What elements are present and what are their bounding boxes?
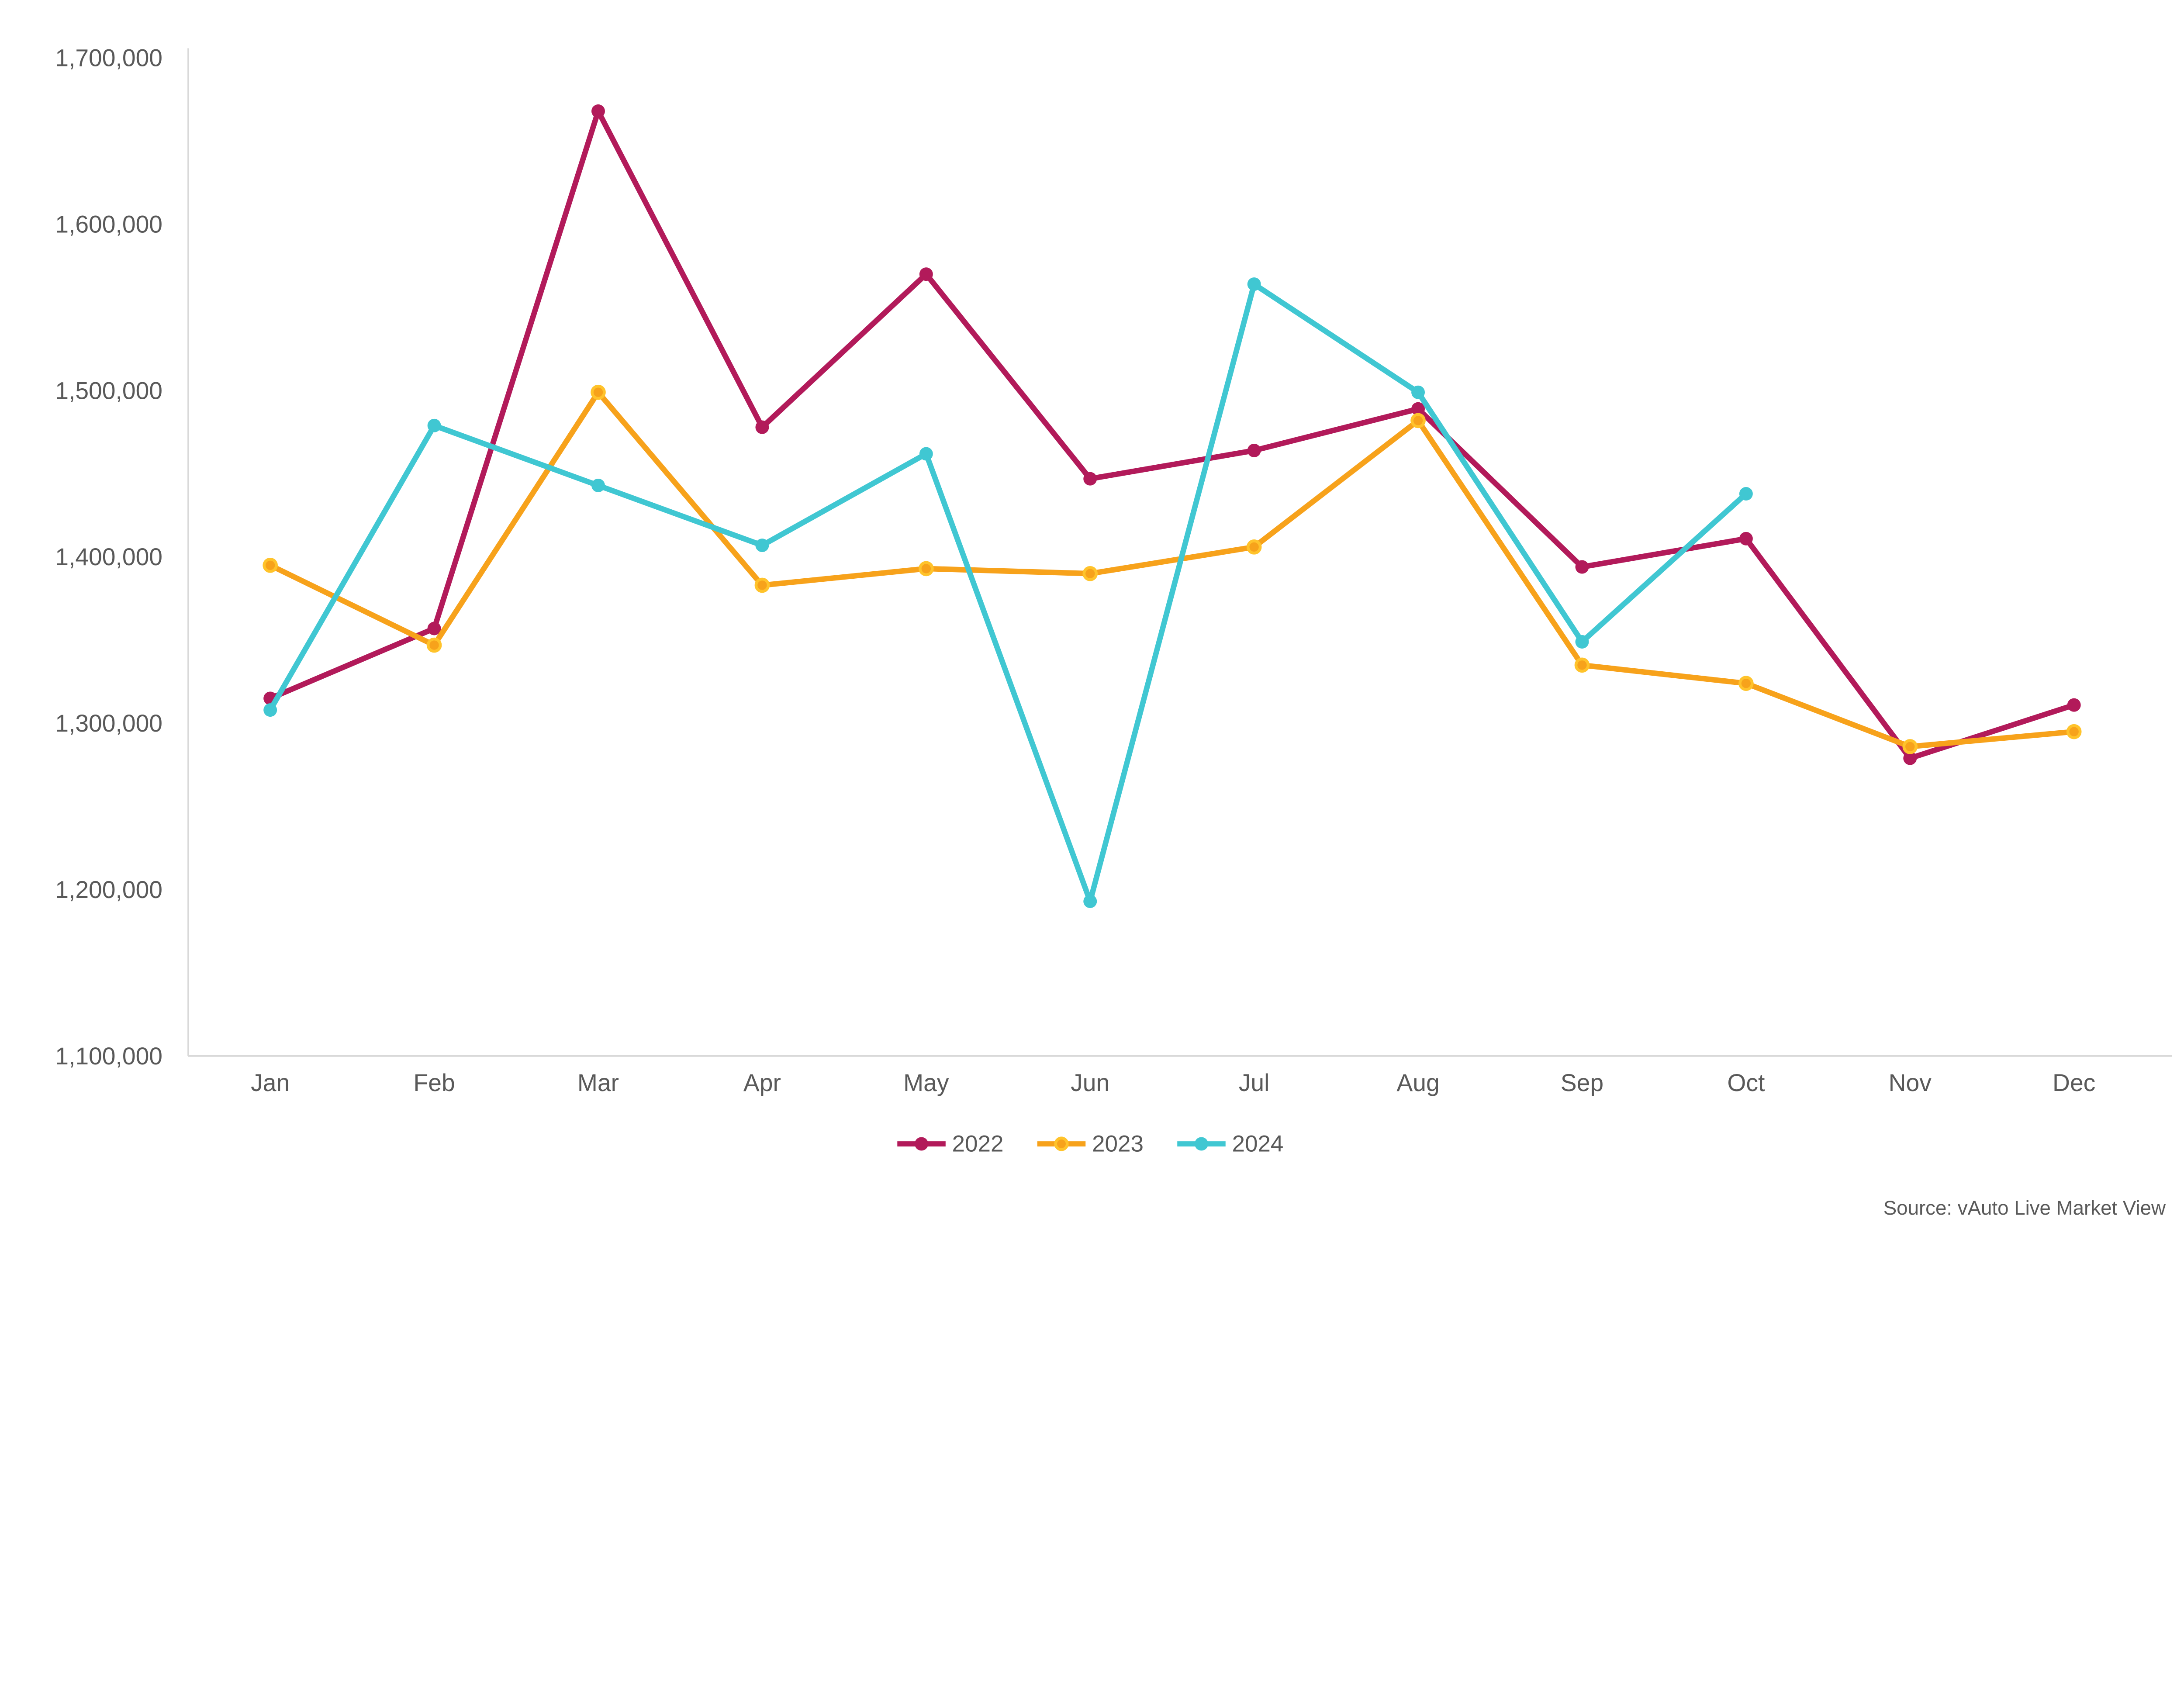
data-point-2023	[1246, 539, 1262, 555]
data-point-2024	[263, 703, 277, 717]
y-tick-label: 1,400,000	[55, 543, 162, 570]
data-point-2023	[426, 637, 442, 653]
x-tick-label: Mar	[577, 1069, 619, 1096]
data-point-2022	[591, 104, 605, 118]
x-tick-label: Jun	[1071, 1069, 1109, 1096]
data-point-2023	[263, 557, 278, 573]
monthly-inventory-line-chart: 1,100,000 1,200,000 1,300,000 1,400,000 1,50…	[55, 44, 2172, 1219]
legend-label: 2023	[1092, 1131, 1144, 1157]
data-point-2022	[1739, 532, 1753, 546]
x-tick-label: Dec	[2053, 1069, 2095, 1096]
x-tick-label: Feb	[413, 1069, 455, 1096]
data-point-2022	[427, 622, 441, 635]
data-point-2023	[591, 384, 606, 400]
legend-label: 2024	[1232, 1131, 1283, 1157]
x-tick-label: Jul	[1239, 1069, 1270, 1096]
data-point-2022	[1903, 751, 1917, 765]
data-point-2023	[1082, 566, 1098, 581]
axes	[187, 48, 2172, 1057]
data-point-2023	[1738, 676, 1754, 691]
data-point-2022	[1411, 402, 1425, 416]
data-point-2024	[1083, 894, 1097, 908]
legend-swatch-marker	[915, 1137, 929, 1151]
x-tick-label: Aug	[1396, 1069, 1439, 1096]
data-point-2023	[2066, 724, 2082, 739]
y-tick-label: 1,500,000	[55, 377, 162, 404]
legend-item-2022: 2022	[897, 1131, 1004, 1157]
data-point-2024	[1575, 635, 1589, 649]
legend-item-2023: 2023	[1037, 1131, 1144, 1157]
y-tick-label: 1,300,000	[55, 710, 162, 737]
x-tick-label: Sep	[1561, 1069, 1603, 1096]
y-tick-label: 1,600,000	[55, 211, 162, 238]
series-line-2024	[267, 281, 1749, 904]
y-tick-label: 1,100,000	[55, 1043, 162, 1070]
data-point-2023	[1574, 657, 1590, 673]
line-chart-container: 1,100,000 1,200,000 1,300,000 1,400,000 1,50…	[55, 44, 2172, 1219]
x-tick-label: Nov	[1889, 1069, 1932, 1096]
y-tick-label: 1,700,000	[55, 45, 162, 72]
data-point-2024	[427, 418, 441, 432]
data-point-2022	[1083, 472, 1097, 486]
x-tick-label: Jan	[251, 1069, 290, 1096]
data-point-2022	[755, 420, 769, 434]
legend-label: 2022	[952, 1131, 1004, 1157]
legend-swatch-marker	[1195, 1137, 1208, 1151]
data-point-2022	[1575, 560, 1589, 574]
data-point-2023	[919, 561, 934, 577]
series-line-2022	[267, 108, 2077, 761]
data-point-2023	[754, 577, 770, 593]
series-lines	[263, 104, 2082, 908]
chart-legend: 2022 2023 2024	[897, 1131, 1283, 1157]
data-point-2022	[1247, 443, 1261, 457]
x-axis-month-labels: Jan Feb Mar Apr May Jun Jul Aug Sep Oct Nov Dec	[251, 1069, 2095, 1096]
data-point-2024	[591, 478, 605, 492]
data-point-2022	[2067, 698, 2081, 712]
data-point-2022	[919, 267, 933, 281]
x-tick-label: Oct	[1727, 1069, 1765, 1096]
data-point-2024	[1411, 385, 1425, 399]
source-note: Source: vAuto Live Market View	[1883, 1197, 2166, 1219]
data-point-2024	[1247, 277, 1261, 291]
y-axis-tick-labels: 1,100,000 1,200,000 1,300,000 1,400,000 1,50…	[55, 45, 162, 1070]
data-point-2024	[755, 539, 769, 553]
data-point-2023	[1410, 413, 1426, 428]
legend-item-2024: 2024	[1177, 1131, 1283, 1157]
y-tick-label: 1,200,000	[55, 876, 162, 903]
data-point-2024	[919, 447, 933, 461]
series-line-2023	[267, 389, 2077, 749]
data-point-2023	[1902, 739, 1918, 754]
x-tick-label: May	[903, 1069, 949, 1096]
x-tick-label: Apr	[743, 1069, 781, 1096]
data-point-2024	[1739, 487, 1753, 501]
legend-swatch-marker	[1054, 1136, 1069, 1151]
